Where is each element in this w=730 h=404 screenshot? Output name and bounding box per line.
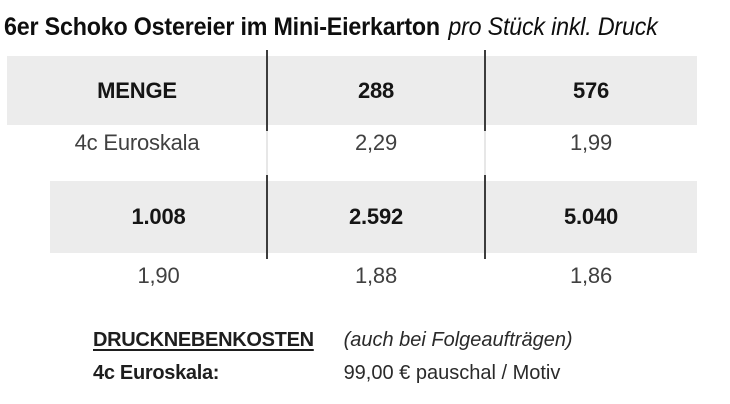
row1-label: 4c Euroskala: [74, 130, 200, 155]
row2-price-5040: 1,86: [569, 263, 613, 288]
column-divider: [266, 50, 268, 131]
euroskala-price: 99,00 € pauschal / Motiv: [343, 362, 561, 384]
printing-costs-note: (auch bei Folgeaufträgen): [343, 329, 573, 351]
header-qty-1008: 1.008: [131, 204, 186, 229]
euroskala-label: 4c Euroskala:: [93, 362, 220, 384]
title-suffix: pro Stück inkl. Druck: [448, 13, 658, 41]
quantity-header-row-1: MENGE 288 576: [7, 56, 697, 125]
row2-price-2592: 1,88: [354, 263, 398, 288]
header-qty-2592: 2.592: [348, 204, 404, 229]
header-qty-288: 288: [357, 77, 395, 103]
row2-price-1008: 1,90: [137, 263, 180, 288]
column-divider: [484, 175, 486, 259]
column-divider-faint: [484, 131, 486, 175]
footer-line-printing-costs: DRUCKNEBENKOSTEN (auch bei Folgeaufträge…: [93, 326, 573, 354]
printing-costs-label: DRUCKNEBENKOSTEN: [93, 329, 314, 351]
price-row-2: 1,90 1,88 1,86: [50, 261, 697, 291]
header-qty-576: 576: [572, 77, 610, 103]
column-divider: [484, 50, 486, 131]
column-divider: [266, 175, 268, 259]
page-title: 6er Schoko Ostereier im Mini-Eierkarton p…: [4, 10, 658, 44]
row1-price-576: 1,99: [569, 130, 613, 155]
header-qty-5040: 5.040: [563, 204, 619, 229]
product-title: 6er Schoko Ostereier im Mini-Eierkarton: [4, 13, 440, 41]
column-divider-faint: [266, 131, 268, 175]
row1-price-288: 2,29: [354, 130, 398, 155]
price-row-1: 4c Euroskala 2,29 1,99: [7, 128, 697, 158]
header-menge: MENGE: [97, 77, 177, 103]
footer-line-euroskala: 4c Euroskala: 99,00 € pauschal / Motiv: [93, 359, 560, 387]
quantity-header-row-2: 1.008 2.592 5.040: [50, 181, 697, 253]
